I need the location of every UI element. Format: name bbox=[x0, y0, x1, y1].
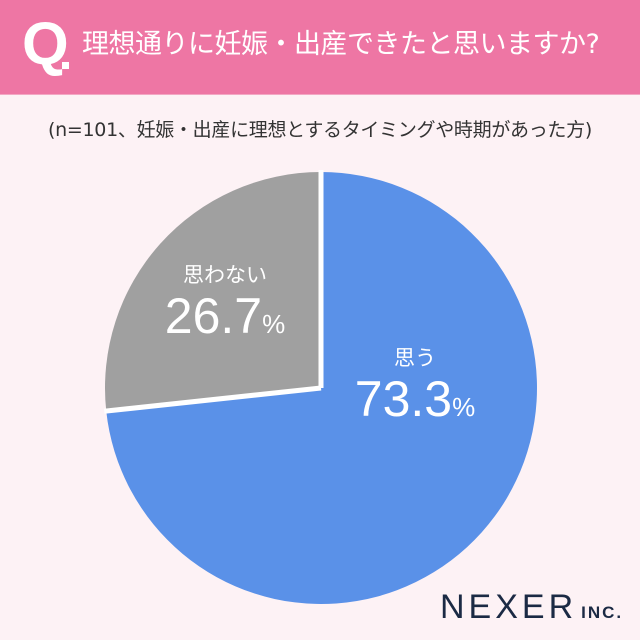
logo-inc: INC. bbox=[581, 603, 624, 622]
label-no-name: 思わない bbox=[183, 263, 267, 287]
label-no: 思わない 26.7% bbox=[150, 262, 300, 352]
slice-no bbox=[104, 172, 321, 412]
label-no-number: 26.7 bbox=[164, 288, 263, 344]
q-dot bbox=[62, 62, 69, 69]
sample-note: (n=101、妊娠・出産に理想とするタイミングや時期があった方) bbox=[48, 119, 592, 141]
q-mark: Q bbox=[22, 10, 69, 77]
label-yes-number: 73.3 bbox=[354, 371, 453, 427]
question-title: 理想通りに妊娠・出産できたと思いますか? bbox=[82, 29, 600, 60]
nexer-logo: NEXER INC. bbox=[440, 588, 623, 627]
label-no-percent: % bbox=[262, 309, 286, 339]
slice-divider bbox=[103, 385, 322, 414]
label-yes-percent: % bbox=[452, 392, 476, 422]
label-yes-value: 73.3% bbox=[330, 371, 500, 435]
question-header: Q 理想通りに妊娠・出産できたと思いますか? bbox=[0, 0, 640, 95]
logo-main: NEXER bbox=[440, 588, 578, 626]
label-yes: 思う 73.3% bbox=[330, 345, 500, 435]
label-no-value: 26.7% bbox=[150, 288, 300, 352]
label-yes-name: 思う bbox=[394, 346, 436, 370]
